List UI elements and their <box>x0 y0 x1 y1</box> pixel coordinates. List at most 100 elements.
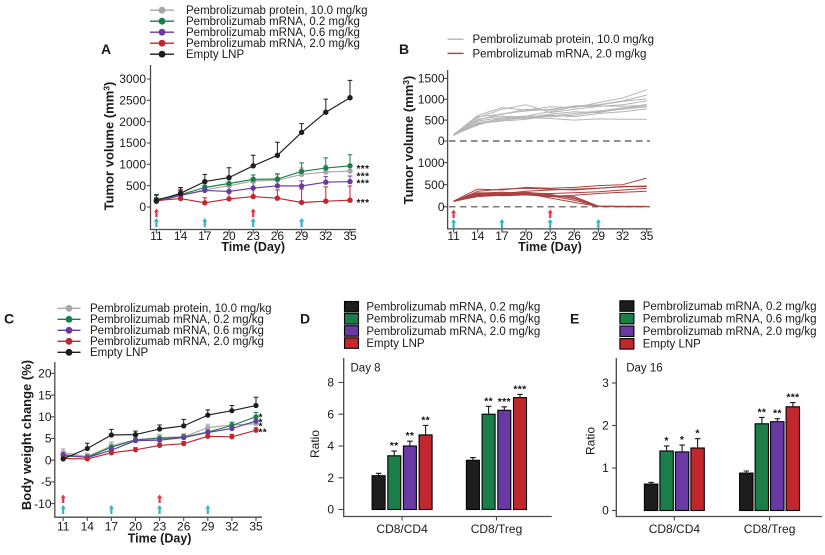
svg-text:2: 2 <box>327 471 334 485</box>
svg-text:500: 500 <box>126 179 146 193</box>
svg-text:Time (Day): Time (Day) <box>518 240 582 254</box>
svg-text:1500: 1500 <box>119 136 146 150</box>
svg-text:Pembrolizumab mRNA, 0.6 mg/kg: Pembrolizumab mRNA, 0.6 mg/kg <box>366 314 540 326</box>
svg-text:Day 16: Day 16 <box>626 363 662 375</box>
svg-text:Time (Day): Time (Day) <box>221 240 285 254</box>
svg-text:29: 29 <box>201 520 215 534</box>
svg-text:32: 32 <box>319 229 333 243</box>
svg-text:11: 11 <box>57 520 70 534</box>
svg-text:Pembrolizumab protein, 10.0 mg: Pembrolizumab protein, 10.0 mg/kg <box>90 303 272 315</box>
svg-text:CD8/CD4: CD8/CD4 <box>376 522 428 536</box>
svg-text:26: 26 <box>177 520 191 534</box>
svg-text:29: 29 <box>295 229 309 243</box>
svg-text:35: 35 <box>343 229 357 243</box>
svg-text:0: 0 <box>602 504 609 518</box>
svg-text:CD8/Treg: CD8/Treg <box>744 522 796 536</box>
svg-text:***: *** <box>513 383 527 395</box>
svg-text:**: ** <box>406 430 415 442</box>
svg-text:1000: 1000 <box>418 93 445 107</box>
svg-text:32: 32 <box>225 520 239 534</box>
svg-text:Day 8: Day 8 <box>351 363 381 375</box>
svg-text:15: 15 <box>38 388 52 402</box>
svg-text:Ratio: Ratio <box>308 430 322 458</box>
svg-text:***: *** <box>786 392 800 404</box>
svg-text:23: 23 <box>544 229 558 243</box>
svg-text:Pembrolizumab mRNA, 2.0 mg/kg: Pembrolizumab mRNA, 2.0 mg/kg <box>90 336 264 348</box>
svg-text:500: 500 <box>424 113 444 127</box>
svg-text:20: 20 <box>222 229 236 243</box>
svg-text:***: *** <box>498 396 512 408</box>
svg-text:14: 14 <box>174 229 188 243</box>
svg-text:**: ** <box>390 440 399 452</box>
svg-text:**: ** <box>758 406 767 418</box>
svg-text:0: 0 <box>438 134 445 148</box>
svg-text:17: 17 <box>495 229 509 243</box>
svg-text:0: 0 <box>438 200 445 214</box>
svg-text:3000: 3000 <box>119 72 146 86</box>
svg-text:1000: 1000 <box>119 158 146 172</box>
svg-text:11: 11 <box>150 229 163 243</box>
svg-text:2000: 2000 <box>119 115 146 129</box>
svg-text:Pembrolizumab mRNA, 0.6 mg/kg: Pembrolizumab mRNA, 0.6 mg/kg <box>643 314 817 326</box>
svg-text:20: 20 <box>519 229 533 243</box>
svg-text:Pembrolizumab mRNA, 2.0 mg/kg: Pembrolizumab mRNA, 2.0 mg/kg <box>473 48 647 60</box>
svg-text:*: * <box>695 428 700 440</box>
svg-text:**: ** <box>484 395 493 407</box>
svg-text:23: 23 <box>153 520 167 534</box>
svg-text:1500: 1500 <box>418 72 445 86</box>
svg-text:1000: 1000 <box>418 156 445 170</box>
svg-text:Pembrolizumab mRNA, 0.6 mg/kg: Pembrolizumab mRNA, 0.6 mg/kg <box>186 27 360 39</box>
svg-text:***: *** <box>357 164 370 175</box>
svg-text:D: D <box>300 311 310 327</box>
svg-text:*: * <box>259 413 263 424</box>
svg-text:2500: 2500 <box>119 94 146 108</box>
svg-text:Pembrolizumab mRNA, 0.2 mg/kg: Pembrolizumab mRNA, 0.2 mg/kg <box>366 302 540 314</box>
svg-text:***: *** <box>357 179 370 190</box>
svg-text:-5: -5 <box>41 475 52 489</box>
svg-text:Pembrolizumab mRNA, 0.2 mg/kg: Pembrolizumab mRNA, 0.2 mg/kg <box>643 301 817 313</box>
svg-text:17: 17 <box>105 520 119 534</box>
svg-text:32: 32 <box>616 229 630 243</box>
svg-text:26: 26 <box>271 229 285 243</box>
svg-text:***: *** <box>357 198 370 209</box>
svg-text:CD8/CD4: CD8/CD4 <box>649 522 701 536</box>
svg-text:Pembrolizumab mRNA, 0.2 mg/kg: Pembrolizumab mRNA, 0.2 mg/kg <box>186 16 360 28</box>
svg-text:0: 0 <box>45 453 52 467</box>
svg-text:Ratio: Ratio <box>584 427 598 455</box>
svg-text:Pembrolizumab mRNA, 2.0 mg/kg: Pembrolizumab mRNA, 2.0 mg/kg <box>366 326 540 338</box>
svg-text:8: 8 <box>327 376 334 390</box>
svg-text:*: * <box>680 434 685 446</box>
svg-text:***: *** <box>357 171 370 182</box>
svg-text:Pembrolizumab protein, 10.0 mg: Pembrolizumab protein, 10.0 mg/kg <box>186 5 368 17</box>
svg-text:Tumor volume (mm3): Tumor volume (mm3) <box>102 82 117 211</box>
svg-text:**: ** <box>259 427 268 438</box>
svg-text:2: 2 <box>602 419 609 433</box>
svg-text:Time (Day): Time (Day) <box>128 532 192 546</box>
svg-text:*: * <box>259 417 263 428</box>
svg-text:Empty LNP: Empty LNP <box>186 49 244 61</box>
svg-text:4: 4 <box>327 439 334 453</box>
svg-text:CD8/Treg: CD8/Treg <box>471 522 523 536</box>
svg-text:20: 20 <box>129 520 143 534</box>
svg-text:C: C <box>4 311 14 327</box>
svg-text:5: 5 <box>45 432 52 446</box>
svg-text:**: ** <box>773 408 782 420</box>
svg-text:**: ** <box>421 414 430 426</box>
svg-text:0: 0 <box>327 503 334 517</box>
svg-text:Pembrolizumab protein, 10.0 mg: Pembrolizumab protein, 10.0 mg/kg <box>473 34 655 46</box>
svg-text:0: 0 <box>139 200 146 214</box>
svg-text:14: 14 <box>81 520 95 534</box>
svg-text:-10: -10 <box>34 497 52 511</box>
svg-text:23: 23 <box>247 229 261 243</box>
svg-text:B: B <box>399 41 409 57</box>
svg-text:10: 10 <box>38 410 52 424</box>
svg-text:35: 35 <box>640 229 654 243</box>
svg-text:Empty LNP: Empty LNP <box>643 339 701 351</box>
svg-text:Empty LNP: Empty LNP <box>366 338 424 350</box>
svg-text:6: 6 <box>327 407 334 421</box>
svg-text:Pembrolizumab mRNA, 2.0 mg/kg: Pembrolizumab mRNA, 2.0 mg/kg <box>643 326 817 338</box>
svg-text:14: 14 <box>471 229 485 243</box>
svg-text:500: 500 <box>424 178 444 192</box>
svg-text:Pembrolizumab mRNA, 0.2 mg/kg: Pembrolizumab mRNA, 0.2 mg/kg <box>90 314 264 326</box>
svg-text:*: * <box>259 422 263 433</box>
